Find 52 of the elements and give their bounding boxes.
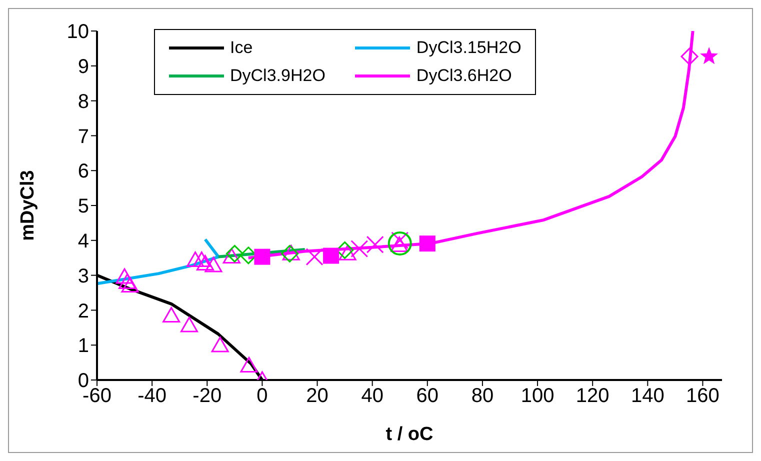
x-tick-label: 60: [416, 385, 439, 408]
x-tick-label: 160: [686, 385, 720, 408]
y-tick-label: 3: [78, 265, 89, 288]
point: [350, 240, 368, 258]
x-tick-label: 80: [471, 385, 494, 408]
point: [204, 256, 222, 272]
legend-label: DyCl3.6H2O: [416, 66, 512, 86]
point: [338, 244, 356, 260]
x-axis-title: t / oC: [386, 424, 434, 445]
y-tick-label: 1: [78, 335, 89, 358]
x-tick-label: -40: [138, 385, 167, 408]
point: [162, 307, 180, 323]
point: [222, 248, 240, 264]
y-tick-label: 7: [78, 126, 89, 148]
y-tick-label: 5: [78, 196, 89, 218]
point: [240, 356, 258, 372]
y-axis-title: mDyCl3: [18, 170, 39, 241]
point: [366, 236, 384, 254]
point: [186, 252, 204, 268]
point: [306, 248, 324, 266]
point: [118, 274, 136, 290]
y-tick-label: 8: [78, 90, 89, 113]
point: [211, 336, 229, 352]
y-tick-label: 2: [78, 300, 89, 322]
x-tick-label: 0: [256, 385, 268, 408]
legend-label: DyCl3.9H2O: [230, 66, 326, 86]
x-tick-label: 20: [306, 385, 328, 408]
point: [180, 316, 198, 332]
point: [196, 255, 214, 271]
point: [419, 236, 436, 252]
point: [700, 48, 718, 64]
point: [116, 268, 134, 284]
point: [323, 248, 340, 264]
point: [388, 232, 412, 256]
legend-label: Ice: [230, 38, 253, 58]
point: [680, 48, 698, 66]
point: [121, 277, 139, 293]
y-tick-label: 10: [66, 21, 89, 44]
y-tick-label: 0: [78, 370, 89, 392]
point: [336, 241, 354, 259]
x-tick-label: 100: [520, 385, 554, 408]
x-tick-label: -20: [192, 385, 222, 408]
x-tick-label: 140: [630, 385, 664, 408]
x-tick-label: 120: [576, 385, 610, 408]
point: [254, 248, 270, 265]
point: [192, 252, 210, 268]
y-tick-label: 4: [78, 230, 89, 252]
point: [226, 244, 244, 262]
legend-label: DyCl3.15H2O: [416, 38, 522, 58]
y-tick-label: 6: [78, 160, 89, 183]
x-tick-label: 40: [361, 385, 384, 408]
y-tick-label: 9: [78, 56, 89, 78]
